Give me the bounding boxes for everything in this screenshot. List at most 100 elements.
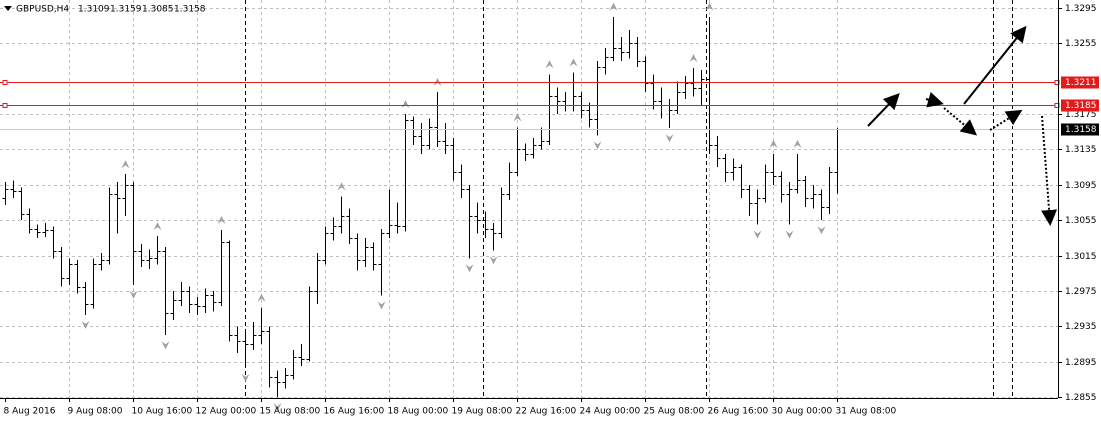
fractal-down — [377, 301, 386, 310]
ohlc-bar — [682, 76, 689, 100]
ohlc-bar — [138, 244, 145, 268]
ohlc-bar — [458, 164, 465, 199]
x-tick-label: 31 Aug 08:00 — [836, 407, 897, 417]
fractal-up — [793, 139, 802, 148]
ohlc-bar — [506, 162, 513, 200]
ohlc-bar — [106, 187, 113, 265]
fractal-up — [121, 160, 130, 169]
arrow — [989, 109, 1023, 131]
y-tick-label: 1.2975 — [1065, 287, 1097, 297]
fractal-down — [593, 141, 602, 150]
ohlc-bar — [650, 74, 657, 110]
ohlc-bar — [626, 30, 633, 59]
ohlc-bar — [282, 367, 289, 389]
header-high: 1.3159 — [110, 5, 142, 15]
ohlc-bar — [490, 222, 497, 251]
menu-triangle[interactable] — [4, 6, 12, 11]
fractal-down — [161, 341, 170, 350]
fractal-up — [545, 60, 554, 69]
y-tick-label: 1.3095 — [1065, 181, 1097, 191]
ohlc-bar — [746, 184, 753, 216]
y-tick-label: 1.2935 — [1065, 322, 1097, 332]
fractal-down — [785, 230, 794, 239]
ohlc-bar — [122, 174, 129, 216]
ohlc-bar — [794, 153, 801, 194]
ohlc-bar — [34, 224, 41, 238]
fractal-down — [489, 256, 498, 265]
ohlc-bar — [186, 286, 193, 314]
ohlc-bar — [378, 229, 385, 296]
x-tick-label: 12 Aug 00:00 — [196, 407, 257, 417]
ohlc-bar — [466, 184, 473, 259]
ohlc-bar — [314, 252, 321, 305]
fractal-down — [665, 134, 674, 143]
ohlc-bar — [114, 182, 121, 234]
ohlc-bar — [98, 252, 105, 271]
ohlc-bar — [442, 122, 449, 154]
ohlc-bar — [730, 158, 737, 181]
ohlc-bar — [738, 164, 745, 199]
ohlc-bar — [162, 246, 169, 336]
ohlc-bar — [338, 196, 345, 234]
arrow — [1041, 115, 1058, 226]
header-close: 1.3158 — [174, 5, 206, 15]
arrow — [867, 93, 900, 127]
ohlc-bar — [130, 182, 137, 285]
ohlc-bar — [818, 189, 825, 221]
ohlc-bar — [386, 189, 393, 238]
forecast-arrows — [867, 25, 1058, 226]
ohlc-bar — [362, 237, 369, 268]
y-tick-label: 1.3295 — [1065, 4, 1097, 14]
ohlc-bar — [370, 242, 377, 271]
ohlc-bar — [450, 137, 457, 181]
ohlc-bar — [306, 286, 313, 362]
ohlc-bar — [554, 87, 561, 115]
ohlc-bar — [258, 307, 265, 345]
ohlc-bar — [826, 167, 833, 215]
y-tick-label: 1.3255 — [1065, 39, 1097, 49]
y-tick-label: 1.2855 — [1065, 393, 1097, 403]
ohlc-bar — [90, 258, 97, 309]
ohlc-bar — [434, 91, 441, 147]
level-label-bg — [1061, 76, 1099, 89]
ohlc-bar — [642, 56, 649, 92]
ohlc-bar — [234, 326, 241, 353]
ohlc-bar — [58, 246, 65, 287]
y-tick-label: 1.3015 — [1065, 252, 1097, 262]
ohlc-bar — [586, 102, 593, 128]
ohlc-bar — [298, 344, 305, 367]
ohlc-bar — [538, 127, 545, 150]
ohlc-bar — [274, 370, 281, 398]
level-label-bg — [1061, 99, 1099, 112]
x-tick-label: 16 Aug 16:00 — [324, 407, 385, 417]
x-tick-label: 22 Aug 16:00 — [516, 407, 577, 417]
y-tick-label: 1.2895 — [1065, 358, 1097, 368]
ohlc-bar — [522, 143, 529, 161]
level-label: 1.3185 — [1065, 101, 1097, 111]
ohlc-bar — [242, 330, 249, 368]
fractal-up — [337, 182, 346, 191]
x-tick-label: 9 Aug 08:00 — [68, 407, 123, 417]
ohlc-bar — [426, 118, 433, 150]
current-price-label: 1.3158 — [1065, 125, 1097, 135]
ohlc-bar — [474, 202, 481, 234]
ohlc-bar — [226, 240, 233, 342]
y-tick-label: 1.3135 — [1065, 145, 1097, 155]
ohlc-bar — [2, 182, 9, 206]
ohlc-bar — [418, 122, 425, 154]
current-price-bg — [1061, 123, 1099, 136]
ohlc-bar — [698, 69, 705, 106]
ohlc-bar — [610, 16, 617, 62]
ohlc-bar — [66, 258, 73, 285]
ohlc-bar — [10, 180, 17, 199]
fractal-down — [241, 373, 250, 382]
ohlc-bar — [210, 290, 217, 312]
fractal-down — [81, 320, 90, 329]
ohlc-bar — [330, 217, 337, 241]
axes: 1.3295 1.3255 1.3175 1.3135 1.3095 1.3055 1.30… — [4, 4, 1099, 417]
y-tick-label: 1.3055 — [1065, 216, 1097, 226]
ohlc-bar — [170, 290, 177, 321]
fractal-up — [513, 113, 522, 122]
